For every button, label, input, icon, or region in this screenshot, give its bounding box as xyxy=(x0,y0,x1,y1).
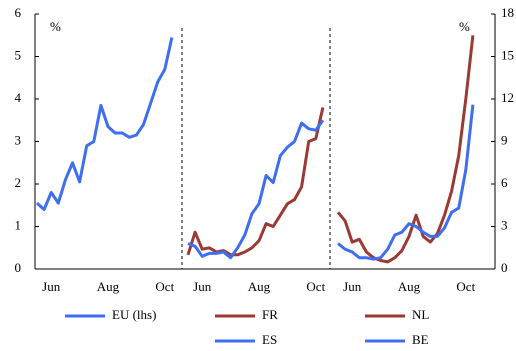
x-tick-label: Oct xyxy=(155,279,174,294)
series-line xyxy=(35,37,174,211)
y2-tick-label: 6 xyxy=(501,175,508,190)
x-tick-label: Aug xyxy=(398,279,421,294)
x-tick-label: Jun xyxy=(343,279,362,294)
y2-tick-label: 0 xyxy=(501,260,508,275)
x-tick-label: Oct xyxy=(456,279,475,294)
legend-label: NL xyxy=(412,307,429,322)
y-tick-label: 2 xyxy=(15,175,22,190)
legend-label: FR xyxy=(262,307,278,322)
legend-label: ES xyxy=(262,332,277,347)
x-tick-label: Jun xyxy=(193,279,212,294)
legend-label: EU (lhs) xyxy=(112,307,156,322)
x-tick-label: Oct xyxy=(306,279,325,294)
x-tick-label: Aug xyxy=(248,279,271,294)
legend-label: BE xyxy=(412,332,429,347)
y-tick-label: 5 xyxy=(15,47,22,62)
y2-tick-label: 9 xyxy=(501,132,508,147)
y2-tick-label: 15 xyxy=(501,47,514,62)
series-line xyxy=(186,107,325,257)
y-tick-label: 4 xyxy=(15,90,22,105)
y-tick-label: 6 xyxy=(15,5,22,20)
y-tick-label: 1 xyxy=(15,217,22,232)
y2-tick-label: 3 xyxy=(501,217,508,232)
series-line xyxy=(336,35,475,264)
y-tick-label: 3 xyxy=(15,132,22,147)
y-axis-label: % xyxy=(50,19,61,34)
series-line xyxy=(337,104,475,261)
y-tick-label: 0 xyxy=(15,260,22,275)
series-line xyxy=(187,119,325,260)
y2-tick-label: 18 xyxy=(501,5,514,20)
y2-tick-label: 12 xyxy=(501,90,514,105)
y2-axis-label: % xyxy=(459,19,470,34)
x-tick-label: Aug xyxy=(97,279,120,294)
x-tick-label: Jun xyxy=(42,279,61,294)
